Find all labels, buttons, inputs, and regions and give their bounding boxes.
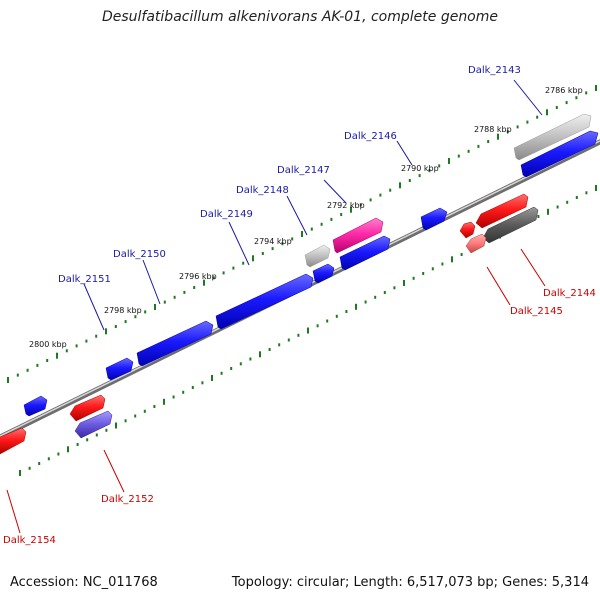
- gene-dalk-2144[interactable]: [475, 193, 529, 229]
- gene-dalk-2153[interactable]: [23, 395, 48, 417]
- gene-dalk-2149[interactable]: [215, 273, 314, 330]
- label-dalk-2151[interactable]: Dalk_2151: [58, 274, 111, 285]
- gene-dalk-2151[interactable]: [105, 357, 134, 381]
- scale-label-2796: 2796 kbp: [179, 272, 217, 281]
- label-dalk-2152[interactable]: Dalk_2152: [101, 494, 154, 505]
- scale-label-2798: 2798 kbp: [104, 306, 142, 315]
- gene-dalk-2143-b[interactable]: [520, 130, 599, 178]
- gene-dalk-2147[interactable]: [332, 217, 384, 254]
- gene-dalk-2145[interactable]: [459, 221, 476, 239]
- genome-summary-text: Topology: circular; Length: 6,517,073 bp…: [231, 575, 589, 590]
- gene-dalk-2152-b[interactable]: [74, 410, 113, 439]
- label-dalk-2149[interactable]: Dalk_2149: [200, 209, 253, 220]
- gene-dalk-2143[interactable]: [513, 113, 592, 161]
- gene-dalk-2144-b[interactable]: [482, 206, 539, 244]
- map-title: Desulfatibacillum alkenivorans AK-01, co…: [101, 9, 499, 25]
- label-dalk-2150[interactable]: Dalk_2150: [113, 249, 166, 260]
- scale-label-2800: 2800 kbp: [29, 340, 67, 349]
- label-dalk-2147[interactable]: Dalk_2147: [277, 165, 330, 176]
- scale-label-2794: 2794 kbp: [254, 237, 292, 246]
- label-dalk-2144[interactable]: Dalk_2144: [543, 288, 596, 299]
- label-dalk-2143[interactable]: Dalk_2143: [468, 65, 521, 76]
- label-dalk-2148[interactable]: Dalk_2148: [236, 185, 289, 196]
- gene-dalk-2148[interactable]: [304, 244, 331, 268]
- gene-dalk-2150[interactable]: [136, 320, 214, 367]
- label-connectors: [6, 79, 546, 534]
- gene-dalk-2145-b[interactable]: [465, 233, 487, 254]
- scale-ticks-lower: [19, 185, 597, 476]
- gene-dalk-2146[interactable]: [420, 207, 448, 231]
- scale-label-2788: 2788 kbp: [474, 125, 512, 134]
- gene-dalk-2152[interactable]: [69, 394, 106, 422]
- forward-genes: [23, 113, 599, 417]
- scale-label-2792: 2792 kbp: [327, 201, 365, 210]
- label-dalk-2146[interactable]: Dalk_2146: [344, 131, 397, 142]
- scale-label-2790: 2790 kbp: [401, 164, 439, 173]
- reverse-genes: [0, 193, 539, 455]
- gene-dalk-2147-b[interactable]: [339, 235, 391, 271]
- accession-text: Accession: NC_011768: [10, 575, 158, 590]
- label-dalk-2154[interactable]: Dalk_2154: [3, 535, 56, 546]
- scale-label-2786: 2786 kbp: [545, 86, 583, 95]
- gene-dalk-2154[interactable]: [0, 427, 27, 455]
- scale-ticks-upper: [7, 85, 597, 383]
- label-dalk-2145[interactable]: Dalk_2145: [510, 306, 563, 317]
- gene-dalk-2148-b[interactable]: [312, 263, 335, 284]
